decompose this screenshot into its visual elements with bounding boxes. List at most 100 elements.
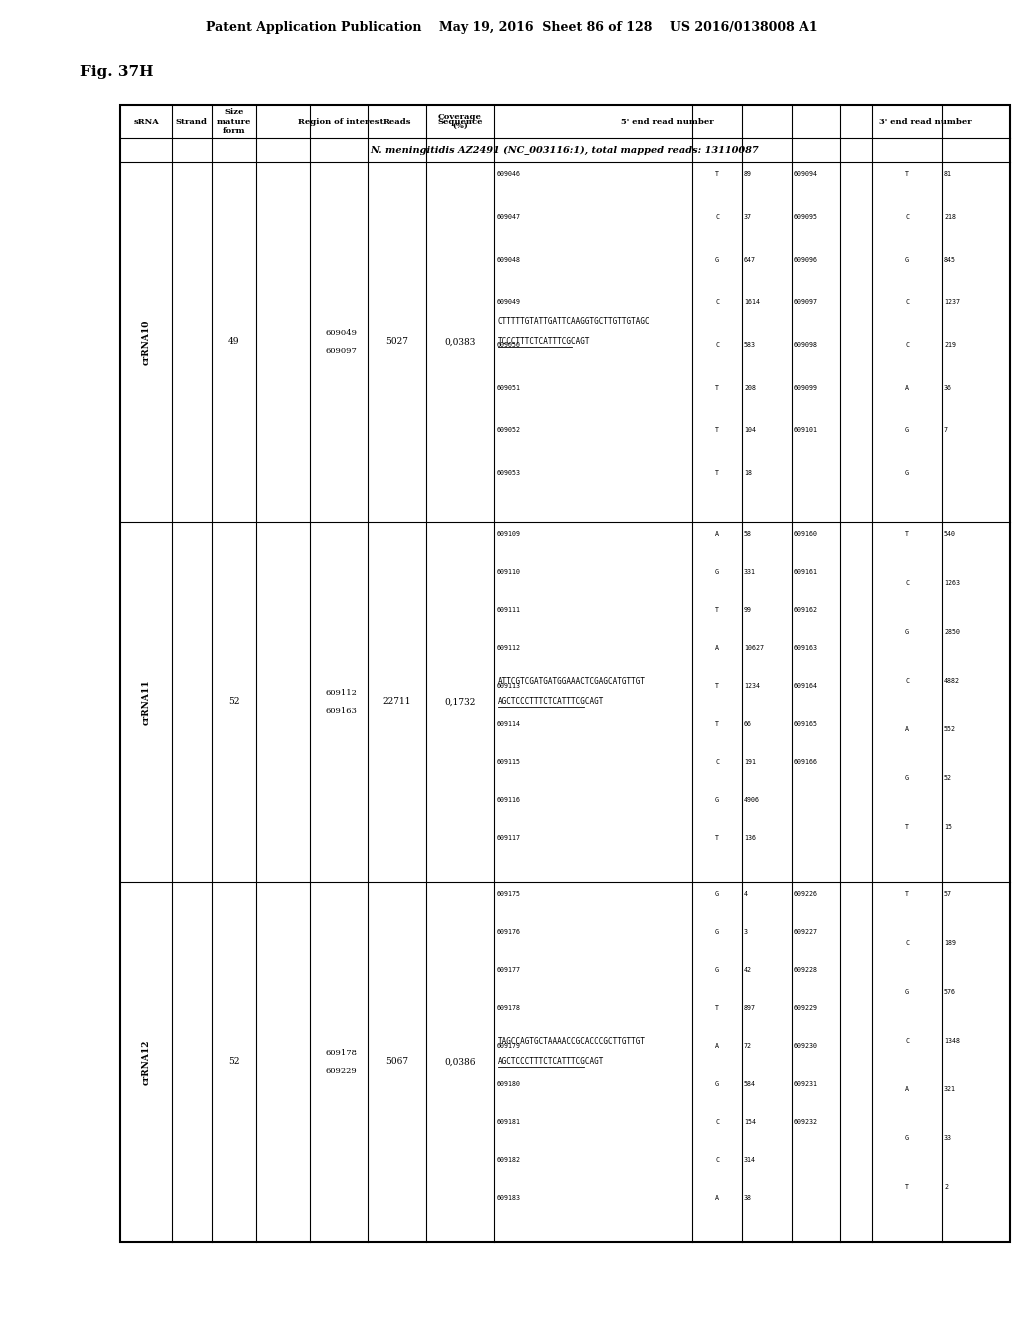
- Text: 609052: 609052: [497, 428, 521, 433]
- Text: T: T: [715, 836, 719, 841]
- Text: 7: 7: [944, 428, 948, 433]
- Text: 609112: 609112: [497, 645, 521, 651]
- Text: C: C: [715, 1158, 719, 1163]
- Text: N. meningitidis AZ2491 (NC_003116:1), total mapped reads: 13110087: N. meningitidis AZ2491 (NC_003116:1), to…: [371, 145, 760, 154]
- Text: 5067: 5067: [385, 1057, 409, 1067]
- Text: 609162: 609162: [794, 607, 818, 612]
- Text: 897: 897: [744, 1005, 756, 1011]
- Text: 609229: 609229: [794, 1005, 818, 1011]
- Text: 609097: 609097: [794, 300, 818, 305]
- Text: 0,0383: 0,0383: [444, 338, 476, 346]
- Text: 609046: 609046: [497, 172, 521, 177]
- Text: 81: 81: [944, 172, 952, 177]
- Text: 52: 52: [228, 697, 240, 706]
- Text: 609183: 609183: [497, 1195, 521, 1201]
- Text: 2850: 2850: [944, 628, 961, 635]
- Text: G: G: [715, 891, 719, 898]
- Text: 22711: 22711: [383, 697, 412, 706]
- Text: 609178: 609178: [325, 1049, 357, 1057]
- Text: C: C: [905, 579, 909, 586]
- Text: T: T: [905, 891, 909, 898]
- Text: 609228: 609228: [794, 968, 818, 973]
- Text: 609109: 609109: [497, 531, 521, 537]
- Text: T: T: [715, 721, 719, 727]
- Text: 609180: 609180: [497, 1081, 521, 1086]
- Text: 4: 4: [744, 891, 748, 898]
- Text: G: G: [715, 968, 719, 973]
- Text: CTTTTTGTATTGATTCAAGGTGCTTGTTGTAGC: CTTTTTGTATTGATTCAAGGTGCTTGTTGTAGC: [498, 318, 650, 326]
- Text: 189: 189: [944, 940, 956, 946]
- Text: C: C: [905, 300, 909, 305]
- Text: Reads: Reads: [383, 117, 412, 125]
- Text: 208: 208: [744, 384, 756, 391]
- Text: 18: 18: [744, 470, 752, 477]
- Text: 104: 104: [744, 428, 756, 433]
- Text: 609164: 609164: [794, 682, 818, 689]
- Text: G: G: [905, 1135, 909, 1142]
- Text: 609096: 609096: [794, 256, 818, 263]
- Text: 609227: 609227: [794, 929, 818, 935]
- Text: 609099: 609099: [794, 384, 818, 391]
- Text: C: C: [715, 300, 719, 305]
- Text: 845: 845: [944, 256, 956, 263]
- Text: 38: 38: [744, 1195, 752, 1201]
- Text: Coverage
(%): Coverage (%): [438, 114, 482, 131]
- Text: 72: 72: [744, 1043, 752, 1049]
- Text: C: C: [715, 1119, 719, 1125]
- Text: 58: 58: [744, 531, 752, 537]
- Text: 0,0386: 0,0386: [444, 1057, 476, 1067]
- Text: 609226: 609226: [794, 891, 818, 898]
- Text: 609094: 609094: [794, 172, 818, 177]
- Text: 609048: 609048: [497, 256, 521, 263]
- Text: 609051: 609051: [497, 384, 521, 391]
- Text: 609181: 609181: [497, 1119, 521, 1125]
- Text: 609175: 609175: [497, 891, 521, 898]
- Text: 609176: 609176: [497, 929, 521, 935]
- Text: T: T: [715, 607, 719, 612]
- Text: 583: 583: [744, 342, 756, 348]
- Text: A: A: [905, 384, 909, 391]
- Text: TCCCTTTCTCATTTCGCAGT: TCCCTTTCTCATTTCGCAGT: [498, 338, 591, 346]
- Text: 609231: 609231: [794, 1081, 818, 1086]
- Text: 321: 321: [944, 1086, 956, 1093]
- Text: G: G: [715, 1081, 719, 1086]
- Text: 10627: 10627: [744, 645, 764, 651]
- Text: T: T: [905, 1184, 909, 1191]
- Text: 99: 99: [744, 607, 752, 612]
- Text: 0,1732: 0,1732: [444, 697, 476, 706]
- Text: A: A: [905, 1086, 909, 1093]
- Text: G: G: [715, 569, 719, 576]
- Text: Patent Application Publication    May 19, 2016  Sheet 86 of 128    US 2016/01380: Patent Application Publication May 19, 2…: [206, 21, 818, 33]
- Text: T: T: [715, 172, 719, 177]
- Text: T: T: [715, 682, 719, 689]
- Text: 609115: 609115: [497, 759, 521, 766]
- Text: A: A: [715, 1043, 719, 1049]
- Text: 609229: 609229: [326, 1067, 357, 1074]
- Text: 609101: 609101: [794, 428, 818, 433]
- Text: 609047: 609047: [497, 214, 521, 219]
- Text: 42: 42: [744, 968, 752, 973]
- Text: 609230: 609230: [794, 1043, 818, 1049]
- Text: 552: 552: [944, 726, 956, 733]
- Text: 314: 314: [744, 1158, 756, 1163]
- Text: 609165: 609165: [794, 721, 818, 727]
- Text: 2: 2: [944, 1184, 948, 1191]
- Text: G: G: [715, 797, 719, 803]
- Text: C: C: [905, 940, 909, 946]
- Text: 37: 37: [744, 214, 752, 219]
- Text: 57: 57: [944, 891, 952, 898]
- Text: 331: 331: [744, 569, 756, 576]
- Text: T: T: [715, 1005, 719, 1011]
- Text: 218: 218: [944, 214, 956, 219]
- Text: 609232: 609232: [794, 1119, 818, 1125]
- Text: Region of interest: Region of interest: [298, 117, 384, 125]
- Text: 540: 540: [944, 531, 956, 537]
- Text: 89: 89: [744, 172, 752, 177]
- Text: 15: 15: [944, 824, 952, 830]
- Text: 154: 154: [744, 1119, 756, 1125]
- Text: G: G: [715, 929, 719, 935]
- Text: 609114: 609114: [497, 721, 521, 727]
- Text: 609178: 609178: [497, 1005, 521, 1011]
- Text: 33: 33: [944, 1135, 952, 1142]
- Text: 584: 584: [744, 1081, 756, 1086]
